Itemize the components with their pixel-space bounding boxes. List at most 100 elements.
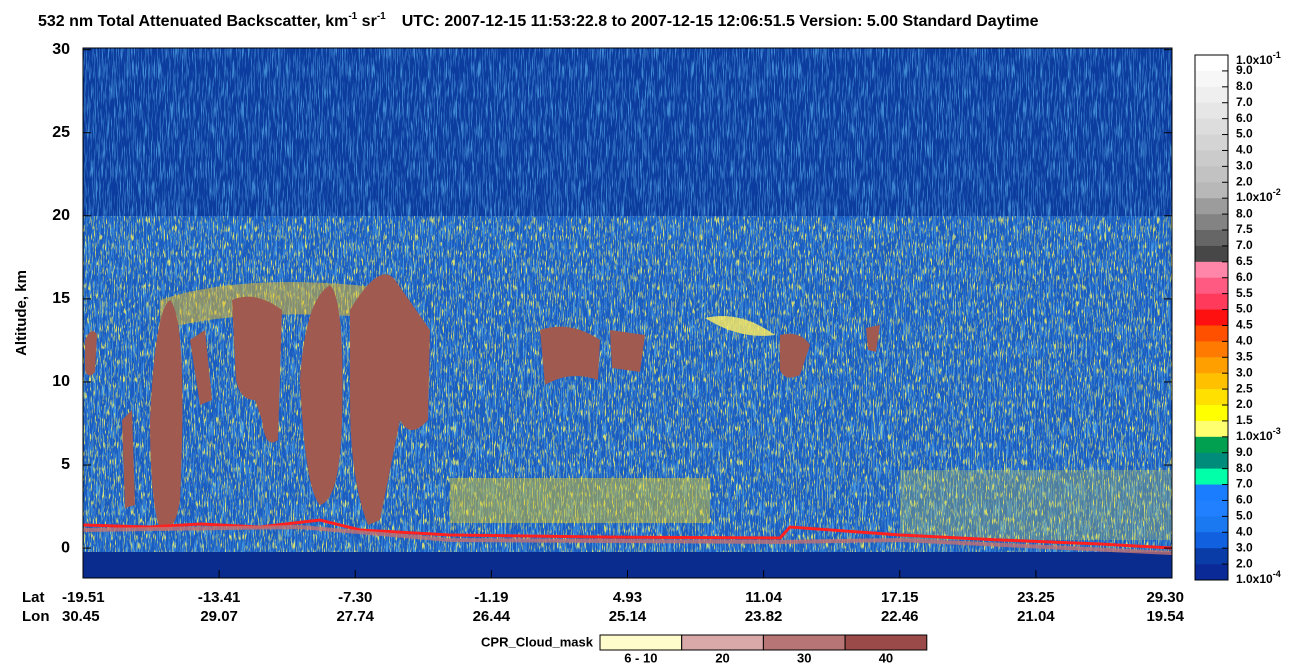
colorbar-label: 7.0 — [1236, 238, 1253, 252]
y-tick-label: 0 — [61, 539, 70, 556]
lon-tick-label: 21.04 — [1017, 608, 1055, 625]
colorbar-label: 2.0 — [1236, 174, 1253, 188]
cpr-swatch-label: 40 — [879, 650, 893, 665]
lon-tick-label: 25.14 — [609, 608, 647, 625]
colorbar-cell — [1195, 420, 1228, 438]
lat-tick-label: 29.30 — [1146, 589, 1184, 606]
cpr-swatch — [681, 634, 764, 651]
cpr-swatch — [599, 634, 683, 651]
colorbar-label: 2.5 — [1236, 381, 1253, 395]
colorbar-label: 2.0 — [1236, 556, 1253, 570]
colorbar-cell — [1195, 134, 1228, 151]
lat-tick-label: 23.25 — [1017, 589, 1055, 606]
colorbar-cell — [1195, 166, 1228, 183]
colorbar-label-base: 1.0x10 — [1236, 190, 1273, 204]
colorbar-cell — [1195, 182, 1228, 199]
colorbar-label: 7.0 — [1236, 477, 1253, 491]
colorbar-label: 6.0 — [1236, 270, 1253, 284]
colorbar-label: 4.0 — [1236, 334, 1253, 348]
colorbar-cell — [1195, 341, 1228, 358]
colorbar-cell — [1195, 198, 1228, 215]
cpr-swatch — [844, 634, 928, 651]
colorbar-label: 4.0 — [1236, 143, 1253, 157]
colorbar-label: 8.0 — [1236, 79, 1253, 93]
colorbar-label: 4.0 — [1236, 524, 1253, 538]
y-tick-label: 10 — [52, 373, 70, 390]
lon-label: Lon — [22, 608, 50, 625]
colorbar-cell — [1195, 468, 1228, 485]
colorbar-cell — [1195, 230, 1228, 247]
colorbar-cell — [1195, 150, 1228, 167]
colorbar-label: 8.0 — [1236, 206, 1253, 220]
colorbar-label-base: 1.0x10 — [1236, 572, 1273, 586]
y-tick-label: 20 — [52, 207, 70, 224]
colorbar-label: 2.0 — [1236, 397, 1253, 411]
colorbar-cell — [1195, 516, 1228, 533]
colorbar-label: 3.5 — [1236, 349, 1253, 363]
colorbar-label: 1.0x10-2 — [1236, 188, 1281, 205]
cpr-label: CPR_Cloud_mask — [481, 634, 594, 649]
lat-tick-label: -7.30 — [338, 589, 372, 606]
lon-tick-label: 30.45 — [62, 608, 100, 625]
colorbar-label-exp: -3 — [1273, 426, 1281, 436]
lon-tick-label: 22.46 — [881, 608, 919, 625]
colorbar-cell — [1195, 55, 1228, 72]
lat-tick-label: 17.15 — [881, 589, 919, 606]
colorbar-label: 9.0 — [1236, 445, 1253, 459]
colorbar-label: 5.0 — [1236, 127, 1253, 141]
colorbar-cell — [1195, 452, 1228, 469]
colorbar-label: 3.0 — [1236, 159, 1253, 173]
colorbar-label-exp: -1 — [1273, 50, 1281, 60]
colorbar-label: 1.5 — [1236, 413, 1253, 427]
lat-tick-label: -19.51 — [62, 589, 105, 606]
colorbar-cell — [1195, 405, 1228, 422]
y-tick-label: 15 — [52, 290, 70, 307]
colorbar-label: 9.0 — [1236, 63, 1253, 77]
colorbar-cell — [1195, 532, 1228, 549]
cpr-swatch — [762, 634, 846, 651]
colorbar-label: 1.0x10-4 — [1236, 569, 1281, 586]
y-tick-label: 25 — [52, 124, 70, 141]
colorbar-label: 1.0x10-3 — [1236, 426, 1281, 443]
y-axis-label: Altitude, km — [13, 270, 30, 356]
colorbar-label-base: 1.0x10 — [1236, 53, 1273, 67]
cpr-swatch-label: 6 - 10 — [624, 650, 657, 665]
lon-tick-label: 26.44 — [473, 608, 511, 625]
colorbar-cell — [1195, 436, 1228, 454]
lat-tick-label: 11.04 — [745, 589, 782, 606]
colorbar-cell — [1195, 293, 1228, 310]
chart-title: 532 nm Total Attenuated Backscatter, km-… — [38, 11, 1039, 31]
colorbar-cell — [1195, 564, 1228, 581]
colorbar-cell — [1195, 309, 1228, 326]
colorbar-label: 6.0 — [1236, 493, 1253, 507]
lon-tick-label: 23.82 — [745, 608, 783, 625]
colorbar-label: 3.0 — [1236, 540, 1253, 554]
lon-tick-label: 29.07 — [200, 608, 238, 625]
colorbar-cell — [1195, 70, 1228, 88]
lon-tick-label: 19.54 — [1146, 608, 1184, 625]
colorbar-label: 4.5 — [1236, 318, 1253, 332]
colorbar-cell — [1195, 500, 1228, 517]
colorbar-label: 1.0x10-1 — [1236, 50, 1281, 67]
colorbar-label: 7.0 — [1236, 95, 1253, 109]
colorbar-cell — [1195, 373, 1228, 390]
colorbar-cell — [1195, 245, 1228, 263]
colorbar-label-exp: -4 — [1273, 569, 1281, 579]
cpr-swatch-label: 30 — [797, 650, 811, 665]
colorbar-cell — [1195, 261, 1228, 279]
colorbar-cell — [1195, 484, 1228, 501]
colorbar-label: 5.5 — [1236, 286, 1253, 300]
colorbar-label: 3.0 — [1236, 365, 1253, 379]
colorbar-cell — [1195, 325, 1228, 342]
colorbar-cell — [1195, 548, 1228, 565]
colorbar-cell — [1195, 102, 1228, 119]
lat-label: Lat — [22, 589, 45, 606]
colorbar-label-base: 1.0x10 — [1236, 429, 1273, 443]
y-tick-label: 5 — [61, 456, 70, 473]
colorbar-cell — [1195, 86, 1228, 104]
colorbar-frame — [1194, 54, 1229, 581]
colorbar-cell — [1195, 389, 1228, 406]
lat-tick-label: -1.19 — [474, 589, 508, 606]
